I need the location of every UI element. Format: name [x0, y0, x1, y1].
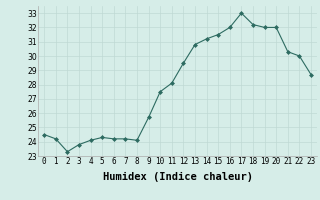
X-axis label: Humidex (Indice chaleur): Humidex (Indice chaleur): [103, 172, 252, 182]
